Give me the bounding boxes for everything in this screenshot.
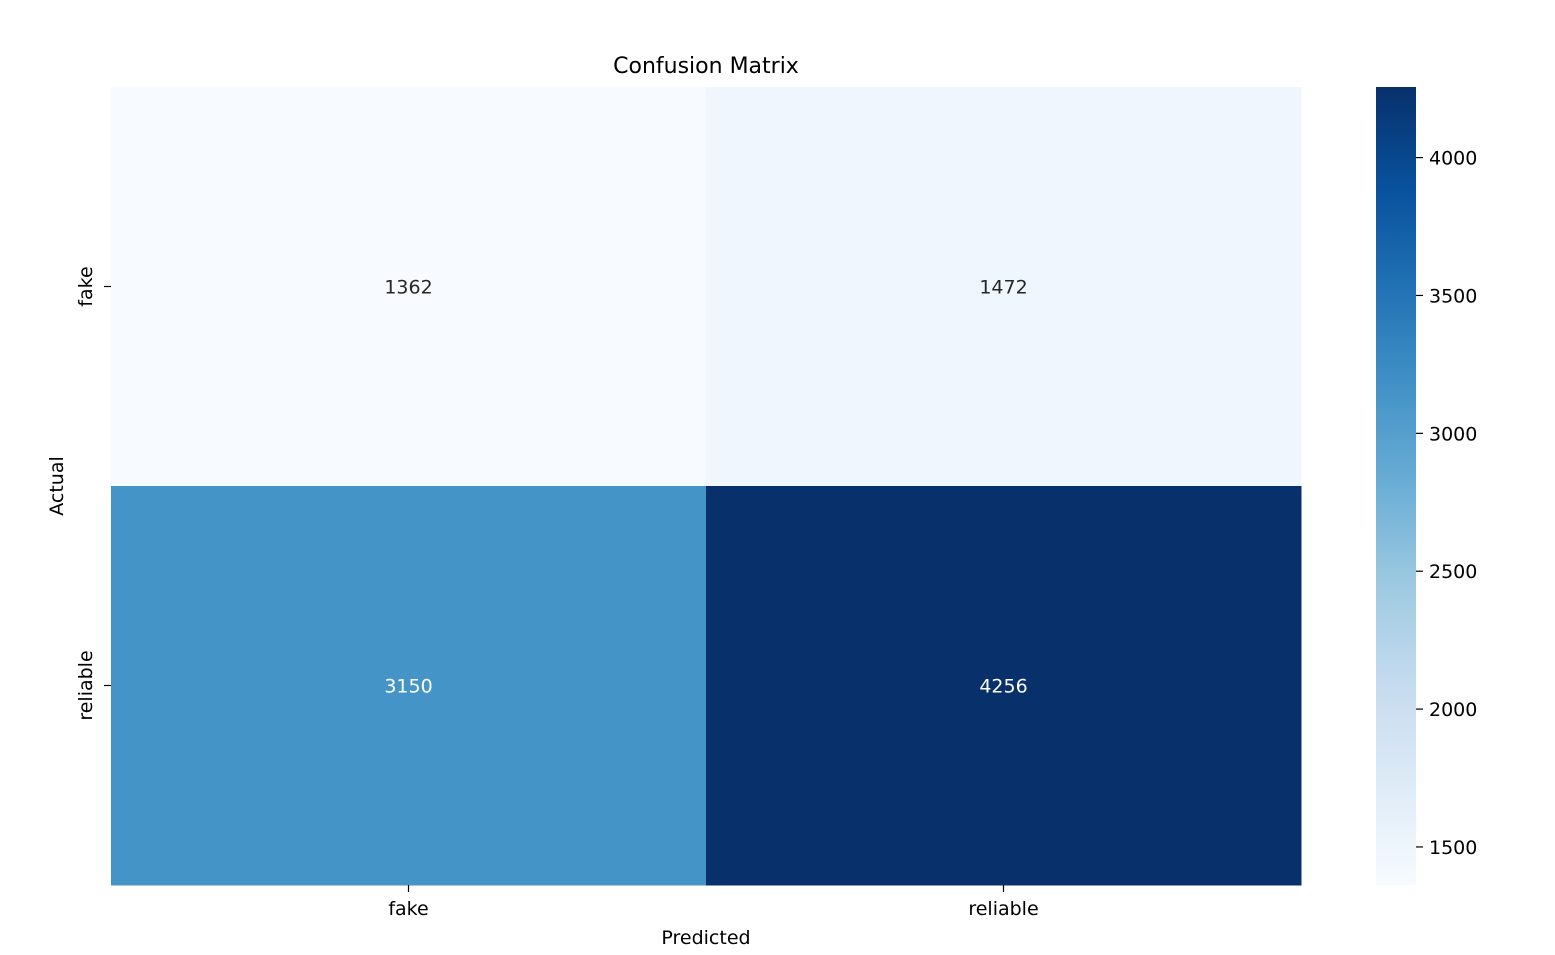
cell-value-label: 1472 [979,277,1027,299]
heatmap-cell-reliable-fake [111,486,707,886]
y-axis-label: Actual [46,456,68,516]
cell-value-label: 3150 [384,676,432,698]
colorbar-tick-label: 3000 [1429,423,1477,445]
colorbar-tick-label: 2500 [1429,561,1477,583]
heatmap-cell-fake-fake [111,87,707,487]
heatmap-cell-reliable-reliable [706,486,1302,886]
cell-value-label: 4256 [979,676,1027,698]
y-tick-label: fake [75,266,97,306]
colorbar [1376,87,1416,885]
x-axis-label: Predicted [661,927,750,949]
y-axis-ticks: fake reliable [75,266,111,721]
colorbar-tick-label: 2000 [1429,699,1477,721]
chart-title: Confusion Matrix [613,54,799,79]
x-tick-label: fake [388,898,428,920]
heatmap-cell-fake-reliable [706,87,1302,487]
heatmap-cell-labels: 1362 1472 3150 4256 [384,277,1027,698]
x-axis-ticks: fake reliable [388,885,1039,920]
cell-value-label: 1362 [384,277,432,299]
y-tick-label: reliable [75,650,97,720]
colorbar-tick-label: 1500 [1429,837,1477,859]
colorbar-ticks: 1500 2000 2500 3000 3500 4000 [1416,148,1477,859]
heatmap-cells [111,87,1302,886]
x-tick-label: reliable [968,898,1038,920]
colorbar-tick-label: 4000 [1429,148,1477,170]
colorbar-tick-label: 3500 [1429,285,1477,307]
